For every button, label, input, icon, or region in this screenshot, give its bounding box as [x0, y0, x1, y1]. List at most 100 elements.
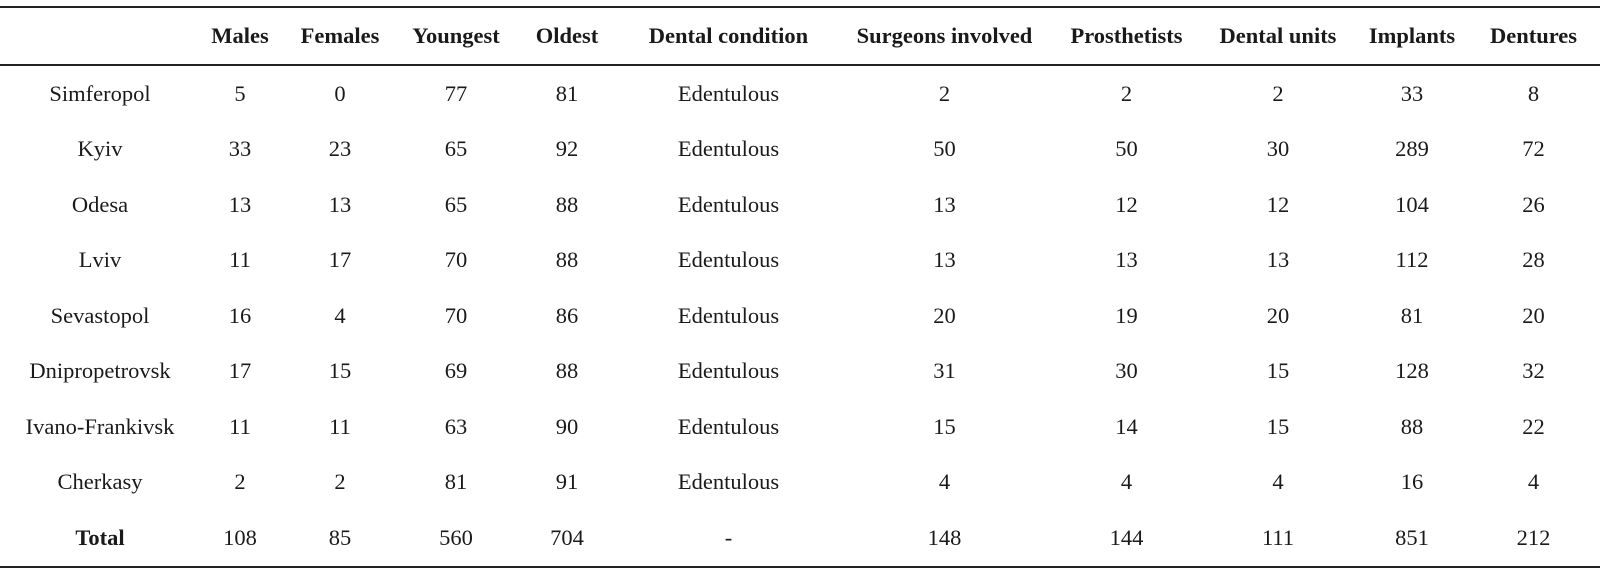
cell-implants: 112 [1395, 247, 1429, 273]
cell-youngest: 70 [444, 247, 468, 273]
cell-dentures: 20 [1522, 302, 1545, 328]
cell-males: 2 [234, 469, 246, 495]
cell-oldest: 92 [555, 136, 579, 162]
cell-dental-condition: Edentulous [677, 191, 780, 217]
cell-prosthetists: 13 [1115, 247, 1138, 273]
cell-dental-units: 20 [1266, 302, 1290, 328]
cell-oldest: 88 [555, 358, 579, 384]
total-cell-surgeons-involved: 148 [927, 524, 962, 550]
cell-females: 23 [328, 136, 352, 162]
cell-youngest: 70 [444, 302, 468, 328]
header-cell-oldest: Oldest [535, 23, 599, 48]
cell-youngest: 77 [444, 80, 468, 106]
cell-females: 15 [328, 358, 352, 384]
cell-implants: 128 [1395, 358, 1429, 384]
cell-city: Ivano-Frankivsk [25, 413, 175, 439]
cell-dentures: 32 [1522, 358, 1545, 384]
cell-city: Kyiv [77, 136, 123, 162]
cell-youngest: 69 [444, 358, 468, 384]
cell-oldest: 91 [555, 469, 579, 495]
total-row: Total 108 85 560 704 - 148 144 111 851 212 [0, 510, 1600, 567]
cell-males: 11 [229, 247, 251, 273]
cell-dental-condition: Edentulous [677, 302, 780, 328]
header-row: Males Females Youngest Oldest Dental con… [0, 7, 1600, 65]
cell-prosthetists: 2 [1120, 80, 1133, 106]
cell-dental-units: 2 [1272, 80, 1284, 106]
cell-females: 0 [334, 80, 346, 106]
cell-males: 16 [228, 302, 252, 328]
table-row: Sevastopol 16 4 70 86 Edentulous 20 19 20 81 20 [0, 288, 1600, 344]
cell-dental-condition: Edentulous [677, 80, 780, 106]
header-cell-dental-units: Dental units [1219, 23, 1337, 48]
cell-surgeons-involved: 4 [938, 469, 951, 495]
header-cell-youngest: Youngest [412, 23, 500, 48]
total-cell-males: 108 [223, 524, 257, 550]
header-cell-dental-condition: Dental condition [648, 23, 809, 48]
table-row: Simferopol 5 0 77 81 Edentulous 2 2 2 33 8 [0, 65, 1600, 122]
header-cell-dentures: Dentures [1489, 23, 1578, 48]
cell-oldest: 81 [555, 80, 579, 106]
cell-implants: 289 [1395, 136, 1429, 162]
total-cell-prosthetists: 144 [1109, 524, 1144, 550]
cell-city: Simferopol [49, 80, 151, 106]
total-cell-youngest: 560 [439, 524, 473, 550]
total-cell-females: 85 [328, 524, 352, 550]
cell-females: 17 [328, 247, 352, 273]
total-cell-dental-units: 111 [1261, 524, 1295, 550]
cell-oldest: 90 [555, 413, 579, 439]
total-cell-implants: 851 [1395, 524, 1429, 550]
header-cell-surgeons-involved: Surgeons involved [856, 23, 1033, 48]
total-cell-city: Total [75, 524, 125, 550]
table-row: Cherkasy 2 2 81 91 Edentulous 4 4 4 16 4 [0, 455, 1600, 511]
table-row: Ivano-Frankivsk 11 11 63 90 Edentulous 15 14 15 8… [0, 399, 1600, 455]
cell-surgeons-involved: 13 [933, 247, 956, 273]
cell-oldest: 86 [555, 302, 579, 328]
cell-youngest: 65 [444, 191, 468, 217]
cell-males: 11 [229, 413, 251, 439]
cell-prosthetists: 30 [1115, 358, 1138, 384]
cell-city: Cherkasy [57, 469, 143, 495]
table-row: Kyiv 33 23 65 92 Edentulous 50 50 30 289 72 [0, 122, 1600, 178]
cell-city: Odesa [71, 191, 129, 217]
table-body: Simferopol 5 0 77 81 Edentulous 2 2 2 33 8 Kyiv 33 23… [0, 65, 1600, 567]
cell-dentures: 72 [1522, 136, 1545, 162]
header-cell-prosthetists: Prosthetists [1070, 23, 1183, 48]
cell-youngest: 63 [444, 413, 468, 439]
cell-prosthetists: 4 [1120, 469, 1133, 495]
cell-dental-units: 15 [1266, 413, 1290, 439]
cell-males: 33 [228, 136, 252, 162]
data-table-container: Males Females Youngest Oldest Dental con… [0, 6, 1605, 568]
dental-implant-table: Males Females Youngest Oldest Dental con… [0, 6, 1600, 568]
cell-youngest: 65 [444, 136, 468, 162]
cell-implants: 104 [1395, 191, 1429, 217]
cell-prosthetists: 50 [1115, 136, 1138, 162]
cell-city: Lviv [78, 247, 122, 273]
cell-dental-condition: Edentulous [677, 136, 780, 162]
table-row: Odesa 13 13 65 88 Edentulous 13 12 12 104 26 [0, 177, 1600, 233]
header-cell-males: Males [211, 23, 269, 48]
cell-dental-units: 12 [1266, 191, 1290, 217]
cell-dentures: 26 [1522, 191, 1545, 217]
cell-surgeons-involved: 20 [933, 302, 956, 328]
cell-dental-units: 4 [1272, 469, 1284, 495]
cell-males: 13 [228, 191, 252, 217]
cell-dental-condition: Edentulous [677, 358, 780, 384]
header-cell-females: Females [300, 23, 380, 48]
cell-surgeons-involved: 31 [933, 358, 956, 384]
cell-males: 5 [234, 80, 246, 106]
total-cell-dentures: 212 [1516, 524, 1551, 550]
cell-city: Sevastopol [50, 302, 150, 328]
cell-dentures: 4 [1527, 469, 1540, 495]
total-cell-dental-condition: - [724, 524, 733, 550]
cell-prosthetists: 14 [1115, 413, 1138, 439]
cell-prosthetists: 19 [1115, 302, 1138, 328]
total-cell-oldest: 704 [550, 524, 584, 550]
cell-dental-condition: Edentulous [677, 469, 780, 495]
cell-surgeons-involved: 50 [933, 136, 956, 162]
header-cell-city [0, 7, 200, 65]
cell-dentures: 22 [1522, 413, 1545, 439]
cell-oldest: 88 [555, 191, 579, 217]
cell-dental-units: 30 [1266, 136, 1290, 162]
cell-implants: 81 [1400, 302, 1424, 328]
cell-surgeons-involved: 13 [933, 191, 956, 217]
